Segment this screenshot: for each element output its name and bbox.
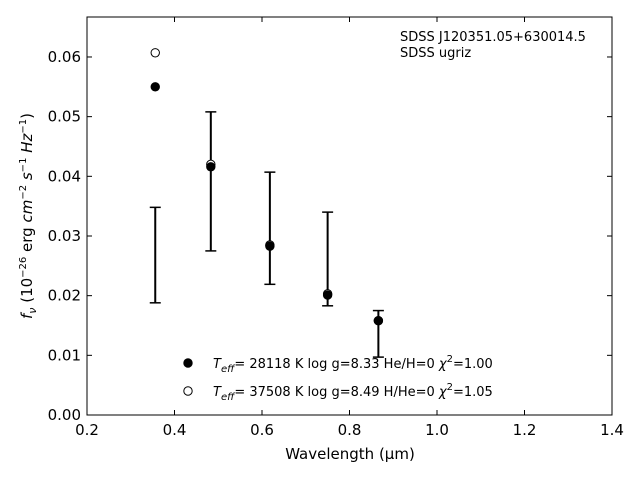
legend-marker-open — [183, 386, 193, 396]
x-tick-label: 1.4 — [600, 421, 624, 439]
x-tick-label: 0.6 — [250, 421, 274, 439]
filled-point-2 — [265, 241, 275, 251]
y-tick-label: 0.06 — [48, 48, 81, 66]
y-tick-label: 0.01 — [48, 346, 81, 364]
object-name-label: SDSS J120351.05+630014.5 — [400, 30, 586, 45]
legend-entry-2: Teff= 37508 K log g=8.49 H/He=0 χ2=1.05 — [213, 382, 493, 403]
open-point-0 — [150, 48, 160, 58]
x-tick-label: 0.4 — [163, 421, 187, 439]
x-tick-label: 0.2 — [75, 421, 99, 439]
y-tick-label: 0.05 — [48, 108, 81, 126]
y-tick-labels: 0.00 0.01 0.02 0.03 0.04 0.05 0.06 — [48, 48, 81, 424]
tick-marks — [86, 17, 613, 416]
filled-point-3 — [322, 290, 333, 300]
x-tick-labels: 0.2 0.4 0.6 0.8 1.0 1.2 1.4 — [75, 421, 624, 439]
x-tick-label: 1.0 — [425, 421, 449, 439]
y-tick-label: 0.00 — [48, 406, 81, 424]
filled-point-0 — [150, 82, 160, 92]
plot-area — [86, 16, 613, 416]
data-markers — [150, 48, 384, 326]
survey-label: SDSS ugriz — [400, 46, 471, 61]
x-axis-title: Wavelength (μm) — [285, 445, 415, 463]
legend: Teff= 28118 K log g=8.33 He/H=0 χ2=1.00 … — [183, 354, 493, 403]
filled-point-1 — [206, 162, 216, 172]
y-tick-label: 0.02 — [48, 287, 81, 305]
legend-entry-1: Teff= 28118 K log g=8.33 He/H=0 χ2=1.00 — [213, 354, 493, 375]
x-tick-label: 0.8 — [338, 421, 362, 439]
y-tick-label: 0.04 — [48, 167, 81, 185]
x-tick-label: 1.2 — [513, 421, 537, 439]
y-tick-label: 0.03 — [48, 227, 81, 245]
legend-marker-filled — [183, 358, 193, 368]
filled-point-4 — [373, 316, 384, 326]
y-axis-title: fν (10−26 erg cm−2 s−1 Hz−1) — [18, 113, 39, 319]
